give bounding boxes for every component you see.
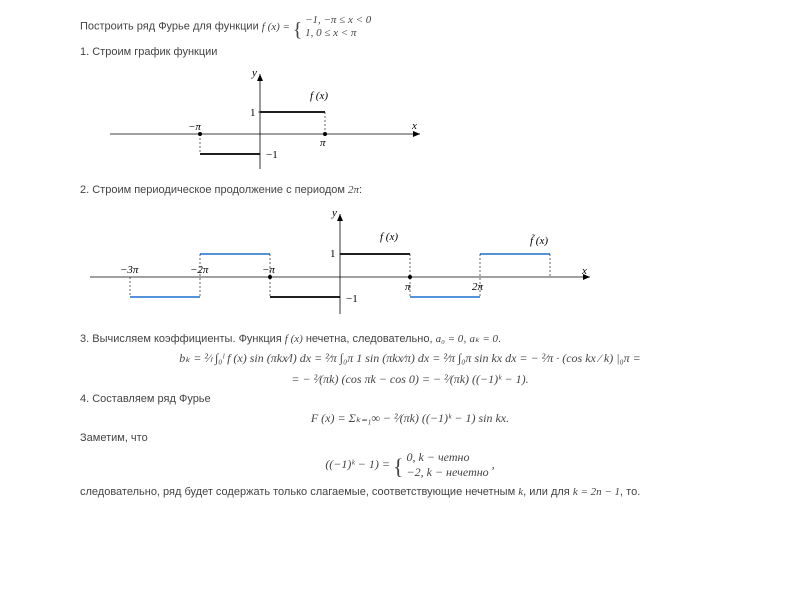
tail: следовательно, ряд будет содержать тольк… <box>80 486 740 498</box>
fx-label: f (x) <box>310 90 328 102</box>
tick-n2pi: −2π <box>190 264 209 276</box>
tick-one: 1 <box>250 107 256 119</box>
tick-neg-one: −1 <box>266 149 278 161</box>
step-4: 4. Составляем ряд Фурье <box>80 393 740 405</box>
tick-n3pi: −3π <box>120 264 139 276</box>
tail-mid: , или для <box>523 486 573 498</box>
case-2: −2, k − нечетно <box>407 465 489 480</box>
step2-colon: : <box>359 184 362 196</box>
step-1: 1. Строим график функции <box>80 46 740 58</box>
lbrace-icon: { <box>293 19 303 41</box>
x-axis-label: x <box>411 120 417 132</box>
step3-a0: a₀ = 0 <box>436 333 464 345</box>
note: Заметим, что <box>80 432 740 444</box>
step3-prefix: 3. Вычисляем коэффициенты. Функция <box>80 333 285 345</box>
tick-one-2: 1 <box>330 248 336 260</box>
func-lhs: f (x) = <box>262 21 293 33</box>
graph-1: y x f (x) 1 −1 −π π <box>80 64 740 174</box>
tick-pi: π <box>320 137 326 149</box>
cases-comma: , <box>492 456 495 470</box>
tail-end: , то. <box>620 486 640 498</box>
piece-1: −1, −π ≤ x < 0 <box>305 14 371 27</box>
cases-body: 0, k − четно −2, k − нечетно <box>407 450 489 480</box>
ftilde-label: f̃ (x) <box>530 233 548 246</box>
formula-bk2: = − ²⁄(πk) (cos πk − cos 0) = − ²⁄(πk) (… <box>80 372 740 387</box>
tick-npi-2: −π <box>262 264 275 276</box>
piece-2: 1, 0 ≤ x < π <box>305 27 371 40</box>
step2-period: 2π <box>348 184 359 196</box>
case-1: 0, k − четно <box>407 450 489 465</box>
step3-ak: aₖ = 0 <box>469 333 498 345</box>
graph-2: y x f (x) f̃ (x) 1 −1 −3π −2π −π π 2π <box>80 202 740 322</box>
x-axis-label-2: x <box>581 265 587 277</box>
formula-cases: ((−1)ᵏ − 1) = { 0, k − четно −2, k − неч… <box>80 450 740 480</box>
tick-negone-2: −1 <box>346 293 358 305</box>
step2-prefix: 2. Строим периодическое продолжение с пе… <box>80 184 348 196</box>
step3-dot: . <box>498 333 501 345</box>
fx-label-2: f (x) <box>380 231 398 243</box>
tick-neg-pi: −π <box>188 121 201 133</box>
intro-text: Построить ряд Фурье для функции <box>80 21 262 33</box>
tick-2pi: 2π <box>472 281 484 293</box>
tail-eq: k = 2n − 1 <box>573 486 620 498</box>
formula-bk: bₖ = ²⁄ₗ ∫₀ˡ f (x) sin (πkx⁄l) dx = ²⁄π … <box>80 351 740 366</box>
formula-F: F (x) = Σₖ₌₁∞ − ²⁄(πk) ((−1)ᵏ − 1) sin k… <box>80 411 740 426</box>
step3-mid: нечетна, следовательно, <box>303 333 436 345</box>
step3-fx: f (x) <box>285 333 303 345</box>
func-def: f (x) = { −1, −π ≤ x < 0 1, 0 ≤ x < π <box>262 21 372 33</box>
piecewise: −1, −π ≤ x < 0 1, 0 ≤ x < π <box>305 14 371 40</box>
y-axis-label: y <box>251 67 257 79</box>
step-3: 3. Вычисляем коэффициенты. Функция f (x)… <box>80 332 740 345</box>
y-axis-label-2: y <box>331 207 337 219</box>
lbrace2-icon: { <box>393 453 404 478</box>
step-2: 2. Строим периодическое продолжение с пе… <box>80 184 740 196</box>
tail-prefix: следовательно, ряд будет содержать тольк… <box>80 486 518 498</box>
problem-statement: Построить ряд Фурье для функции f (x) = … <box>80 14 740 42</box>
cases-lhs: ((−1)ᵏ − 1) = <box>325 456 393 470</box>
